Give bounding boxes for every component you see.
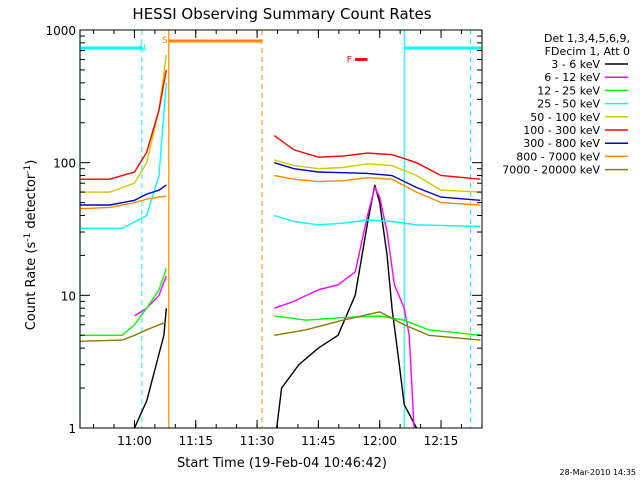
legend-header-1: Det 1,3,4,5,6,9,	[544, 32, 630, 45]
timestamp: 28-Mar-2010 14:35	[560, 468, 637, 477]
legend-label-7: 800 - 7000 keV	[516, 150, 600, 163]
plot-frame	[79, 29, 483, 429]
series-line-1	[134, 185, 415, 429]
series-line-7	[80, 174, 481, 210]
legend: Det 1,3,4,5,6,9, FDecim 1, Att 0 3 - 6 k…	[502, 32, 630, 177]
x-axis-label: Start Time (19-Feb-04 10:46:42)	[177, 456, 387, 471]
legend-label-8: 7000 - 20000 keV	[502, 164, 600, 177]
chart-title: HESSI Observing Summary Count Rates	[132, 5, 431, 23]
y-axis-label-main: Count Rate (s	[24, 242, 39, 331]
x-tick-label-4: 12:00	[362, 434, 397, 448]
series-line-3	[80, 82, 481, 229]
x-tick-label-5: 12:15	[424, 434, 459, 448]
series-line-8	[80, 311, 481, 342]
y-axis-label-sup2: -1	[23, 165, 33, 174]
y-axis-label-sup1: -1	[23, 233, 33, 242]
x-tick-label-3: 11:45	[301, 434, 336, 448]
y-tick-label-2: 100	[53, 157, 76, 171]
x-tick-label-1: 11:15	[178, 434, 213, 448]
series-line-4	[80, 54, 481, 193]
y-axis-label: Count Rate (s-1 detector-1)	[23, 160, 39, 331]
series-line-5	[80, 69, 481, 180]
legend-label-1: 6 - 12 keV	[544, 71, 600, 84]
legend-label-4: 50 - 100 keV	[530, 111, 600, 124]
flag-f-label: F	[347, 55, 352, 65]
series-line-2	[80, 268, 481, 336]
legend-label-3: 25 - 50 keV	[537, 98, 600, 111]
flag-s-label: S	[162, 36, 168, 46]
y-axis-label-mid: detector	[24, 173, 39, 233]
legend-label-0: 3 - 6 keV	[551, 58, 600, 71]
series-line-6	[80, 162, 481, 206]
legend-label-2: 12 - 25 keV	[537, 84, 600, 97]
x-tick-label-2: 11:30	[240, 434, 275, 448]
plot-area: N S F 11:00 11:15 11:30 11:45 12:00 12:15 1 10 100 1…	[45, 24, 483, 448]
legend-label-6: 300 - 800 keV	[523, 137, 600, 150]
flag-n-label: N	[139, 44, 146, 54]
y-tick-label-0: 1	[68, 422, 76, 436]
series-line-0	[133, 184, 418, 429]
x-tick-label-0: 11:00	[117, 434, 152, 448]
y-axis-label-end: )	[24, 160, 39, 165]
y-tick-label-1: 10	[61, 289, 76, 303]
legend-header-2: FDecim 1, Att 0	[545, 45, 630, 58]
y-tick-label-3: 1000	[45, 24, 76, 38]
legend-label-5: 100 - 300 keV	[523, 124, 600, 137]
